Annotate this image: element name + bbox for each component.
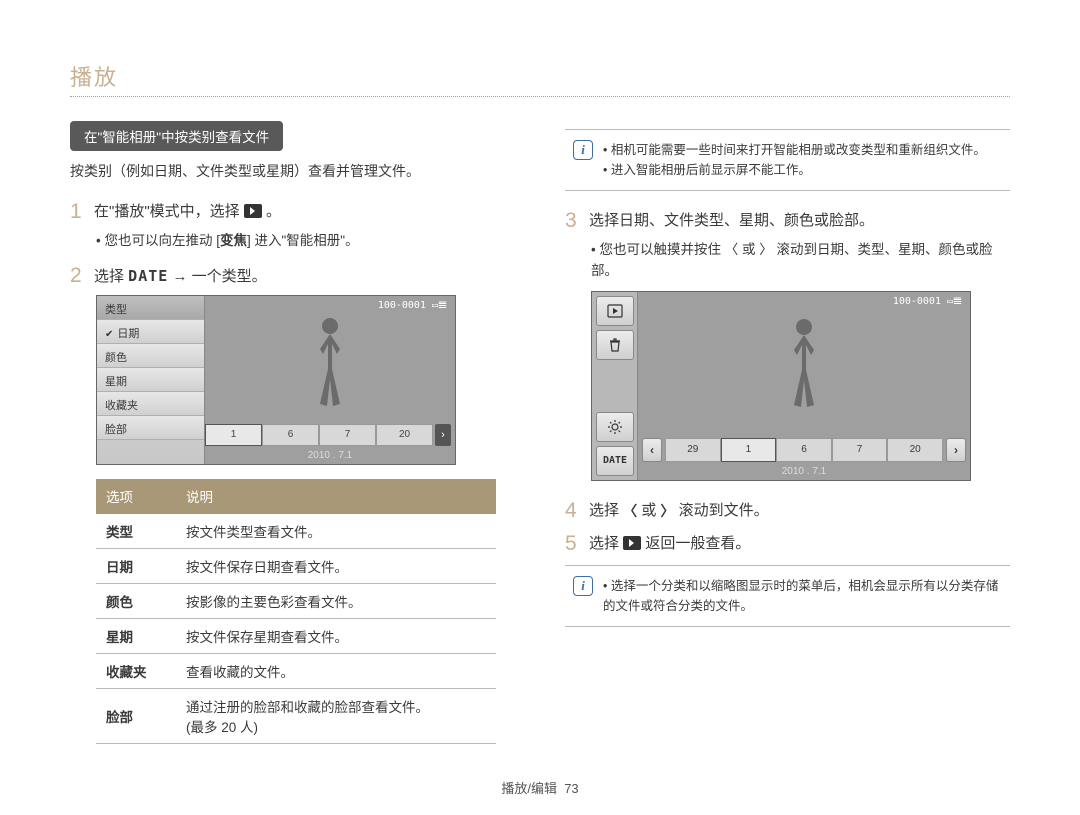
sidebar-item-face[interactable]: 脸部 (97, 416, 204, 440)
step-3: 3 选择日期、文件类型、星期、颜色或脸部。 (565, 207, 1010, 234)
prev-button[interactable]: ‹ (642, 438, 662, 462)
step-number: 4 (565, 497, 581, 524)
info-icon: i (573, 576, 593, 596)
preview-area: 100-0001 ▭𝌆 1 6 7 20 › 2010 . 7.1 (205, 296, 455, 464)
table-row: 脸部通过注册的脸部和收藏的脸部查看文件。 (最多 20 人) (96, 688, 496, 743)
intro-text: 按类别（例如日期、文件类型或星期）查看并管理文件。 (70, 161, 515, 182)
next-button[interactable]: › (946, 438, 966, 462)
thumb[interactable]: 29 (665, 438, 721, 462)
thumb-strip: 1 6 7 20 (205, 424, 433, 446)
file-counter: 100-0001 ▭𝌆 (378, 300, 447, 311)
thumb[interactable]: 6 (776, 438, 832, 462)
note-item: 相机可能需要一些时间来打开智能相册或改变类型和重新组织文件。 (603, 140, 986, 160)
column-left: 在"智能相册"中按类别查看文件 按类别（例如日期、文件类型或星期）查看并管理文件… (70, 121, 515, 754)
date-label: 2010 . 7.1 (638, 466, 970, 477)
note-box-2: i 选择一个分类和以缩略图显示时的菜单后，相机会显示所有以分类存储的文件或符合分… (565, 565, 1010, 627)
step-number: 1 (70, 198, 86, 225)
sidebar-item-favorite[interactable]: 收藏夹 (97, 392, 204, 416)
chevron-right-icon: 〉 (661, 500, 675, 522)
sidebar-item-week[interactable]: 星期 (97, 368, 204, 392)
table-row: 颜色按影像的主要色彩查看文件。 (96, 583, 496, 618)
note-list: 相机可能需要一些时间来打开智能相册或改变类型和重新组织文件。 进入智能相册后前显… (603, 140, 986, 180)
note-item: 选择一个分类和以缩略图显示时的菜单后，相机会显示所有以分类存储的文件或符合分类的… (603, 576, 1002, 616)
step-number: 3 (565, 207, 581, 234)
step-text: 选择日期、文件类型、星期、颜色或脸部。 (589, 207, 874, 233)
file-counter: 100-0001 ▭𝌆 (893, 296, 962, 307)
date-label: 2010 . 7.1 (205, 450, 455, 461)
column-right: i 相机可能需要一些时间来打开智能相册或改变类型和重新组织文件。 进入智能相册后… (565, 121, 1010, 754)
delete-button[interactable] (596, 330, 634, 360)
sidebar-item-date[interactable]: 日期 (97, 320, 204, 344)
info-icon: i (573, 140, 593, 160)
sidebar-header: 类型 (97, 296, 204, 320)
table-row: 星期按文件保存星期查看文件。 (96, 618, 496, 653)
table-row: 收藏夹查看收藏的文件。 (96, 653, 496, 688)
section-pill: 在"智能相册"中按类别查看文件 (70, 121, 283, 151)
step-text: 选择 DATE → 一个类型。 (94, 262, 267, 289)
step-1: 1 在"播放"模式中，选择 。 (70, 198, 515, 225)
page: 播放 在"智能相册"中按类别查看文件 按类别（例如日期、文件类型或星期）查看并管… (0, 0, 1080, 784)
camera-screenshot-1: 类型 日期 颜色 星期 收藏夹 脸部 100-0001 ▭𝌆 1 6 7 20 (96, 295, 456, 465)
play-icon (623, 536, 641, 550)
options-table: 选项 说明 类型按文件类型查看文件。 日期按文件保存日期查看文件。 颜色按影像的… (96, 479, 496, 744)
columns: 在"智能相册"中按类别查看文件 按类别（例如日期、文件类型或星期）查看并管理文件… (70, 121, 1010, 754)
note-item: 进入智能相册后前显示屏不能工作。 (603, 160, 986, 180)
step-text: 在"播放"模式中，选择 。 (94, 198, 281, 224)
table-row: 日期按文件保存日期查看文件。 (96, 548, 496, 583)
note-box-1: i 相机可能需要一些时间来打开智能相册或改变类型和重新组织文件。 进入智能相册后… (565, 129, 1010, 191)
thumb-strip: 29 1 6 7 20 (665, 438, 943, 462)
thumb[interactable]: 7 (832, 438, 888, 462)
chevron-left-icon: 〈 (623, 500, 637, 522)
thumb[interactable]: 1 (205, 424, 262, 446)
thumb[interactable]: 1 (721, 438, 777, 462)
step-text-before: 在"播放"模式中，选择 (94, 203, 244, 220)
thumb[interactable]: 7 (319, 424, 376, 446)
step-number: 2 (70, 262, 86, 289)
note-list: 选择一个分类和以缩略图显示时的菜单后，相机会显示所有以分类存储的文件或符合分类的… (603, 576, 1002, 616)
table-header-desc: 说明 (176, 479, 496, 514)
step-text-after: 。 (266, 203, 281, 220)
person-figure-icon (779, 310, 829, 420)
thumb[interactable]: 20 (887, 438, 943, 462)
step-1-bullet: 您也可以向左推动 [变焦] 进入"智能相册"。 (96, 231, 515, 251)
person-figure-icon (305, 314, 355, 414)
step-text: 选择 返回一般查看。 (589, 530, 750, 556)
preview-area: 100-0001 ▭𝌆 ‹ 29 1 6 7 20 › 2010 . 7 (638, 292, 970, 480)
tool-sidebar: DATE (592, 292, 638, 480)
step-3-bullet: 您也可以触摸并按住 〈 或 〉 滚动到日期、类型、星期、颜色或脸部。 (591, 240, 1010, 281)
sidebar-item-color[interactable]: 颜色 (97, 344, 204, 368)
date-button[interactable]: DATE (596, 446, 634, 476)
type-sidebar: 类型 日期 颜色 星期 收藏夹 脸部 (97, 296, 205, 464)
step-number: 5 (565, 530, 581, 557)
next-button[interactable]: › (435, 424, 451, 446)
play-icon (244, 204, 262, 218)
thumb[interactable]: 20 (376, 424, 433, 446)
header-rule (70, 96, 1010, 97)
thumb-row: ‹ 29 1 6 7 20 › (642, 438, 966, 462)
table-header-option: 选项 (96, 479, 176, 514)
step-text: 选择 〈 或 〉 滚动到文件。 (589, 497, 769, 523)
step-4: 4 选择 〈 或 〉 滚动到文件。 (565, 497, 1010, 524)
step-2: 2 选择 DATE → 一个类型。 (70, 262, 515, 289)
camera-screenshot-2: DATE 100-0001 ▭𝌆 ‹ 29 1 6 7 20 (591, 291, 971, 481)
step-5: 5 选择 返回一般查看。 (565, 530, 1010, 557)
page-title: 播放 (70, 60, 1010, 92)
settings-button[interactable] (596, 412, 634, 442)
table-row: 类型按文件类型查看文件。 (96, 513, 496, 548)
thumb[interactable]: 6 (262, 424, 319, 446)
play-button[interactable] (596, 296, 634, 326)
page-footer: 播放/编辑 73 (0, 778, 1080, 797)
